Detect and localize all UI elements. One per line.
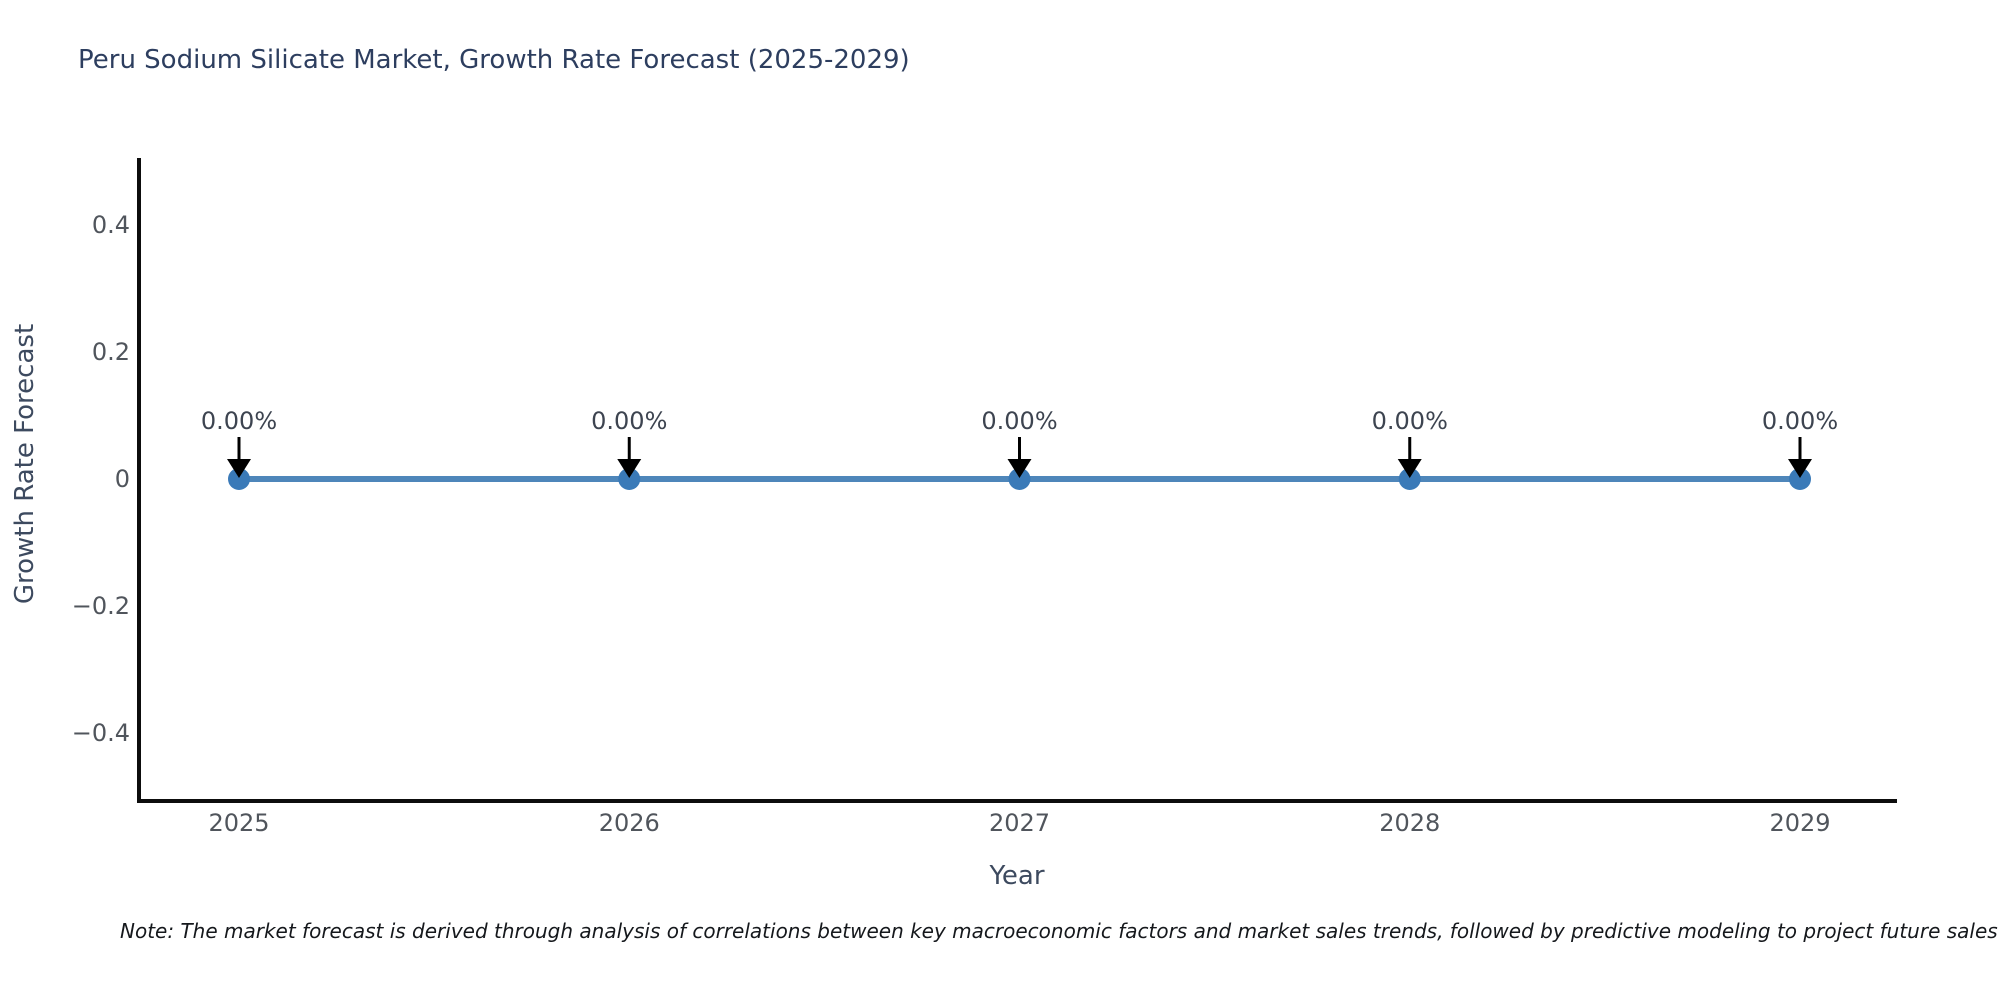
annotation-arrowhead [1788,459,1812,478]
chart-title: Peru Sodium Silicate Market, Growth Rate… [78,45,910,75]
data-point [1789,468,1811,490]
footnote: Note: The market forecast is derived thr… [120,919,1998,943]
x-axis-title: Year [989,861,1045,891]
annotation-arrowhead [617,459,642,478]
data-point [1008,468,1031,490]
annotation-arrowhead [1007,459,1032,478]
data-point [228,468,250,490]
annotation-arrowhead [227,459,251,478]
data-point [618,468,641,490]
annotation-arrowhead [1397,459,1422,478]
y-axis-line [137,158,141,803]
x-axis-line [137,799,1897,803]
data-point [1398,468,1421,490]
